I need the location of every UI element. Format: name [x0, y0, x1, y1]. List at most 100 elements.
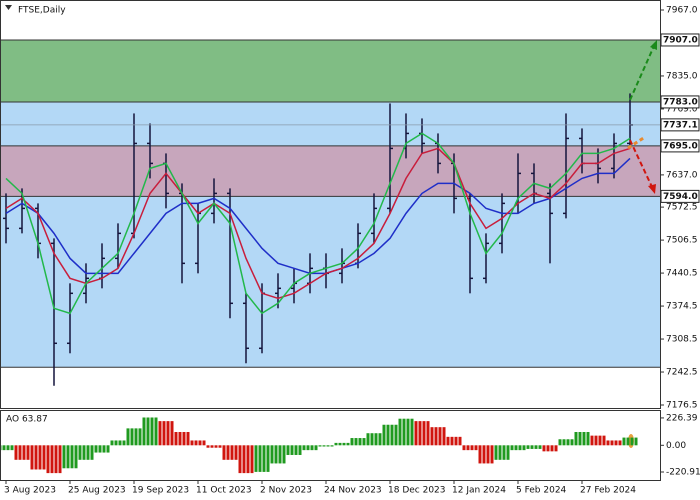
ao-bar-part: [30, 445, 34, 470]
ao-bar-part: [538, 445, 542, 449]
ao-bar-part: [290, 445, 294, 455]
ao-bar: [574, 432, 590, 446]
ao-bar-part: [370, 433, 374, 446]
ao-bar-part: [522, 445, 526, 451]
ao-bar-part: [98, 445, 102, 453]
ao-bar: [270, 445, 286, 464]
ao-bar: [14, 445, 30, 460]
ao-bar-part: [250, 445, 254, 474]
arrow-head: [650, 40, 657, 50]
ao-bar: [382, 424, 398, 446]
ao-bar-part: [454, 436, 458, 446]
ao-bar-part: [74, 445, 78, 469]
y-tick-label: 7506.5: [666, 236, 698, 246]
ao-bar-part: [190, 440, 194, 446]
ao-bar: [94, 445, 110, 453]
ao-bar-part: [554, 445, 558, 452]
x-tick-label: 18 Dec 2023: [388, 486, 446, 496]
x-tick-label: 24 Nov 2023: [324, 486, 382, 496]
zone: [1, 101, 660, 368]
ao-bar-part: [158, 421, 162, 446]
ao-bar: [222, 445, 238, 460]
ao-bar-part: [122, 440, 126, 446]
ao-bar-part: [78, 445, 82, 460]
ao-bar-part: [354, 438, 358, 446]
ao-bar-part: [178, 432, 182, 446]
ao-bar-part: [54, 445, 58, 474]
x-tick-label: 2 Nov 2023: [260, 486, 312, 496]
ao-bar: [78, 445, 94, 460]
ao-bar-part: [598, 435, 602, 446]
ao-bar-part: [574, 432, 578, 446]
level-label: 7737.1: [663, 120, 698, 130]
ao-bar-part: [22, 445, 26, 460]
ao-bar: [190, 440, 206, 446]
y-tick-label: 7176.5: [666, 401, 698, 411]
ao-bar-part: [550, 445, 554, 452]
ao-bar-part: [246, 445, 250, 474]
ao-bar-part: [330, 445, 334, 447]
ao-bar-part: [318, 445, 322, 447]
ao-bar-part: [274, 445, 278, 464]
ao-bar-part: [526, 445, 530, 449]
ao-bar: [46, 445, 62, 474]
y-tick-label: 7572.5: [666, 203, 698, 213]
title-icon: [5, 5, 12, 10]
ao-bar-part: [206, 445, 210, 448]
chart-title: FTSE,Daily: [18, 6, 66, 16]
level-label: 7594.0: [663, 192, 698, 202]
ao-bar: [526, 445, 542, 449]
y-tick-label: 7967.0: [666, 5, 698, 15]
ao-bar-part: [442, 427, 446, 446]
x-tick-label: 3 Aug 2023: [4, 486, 56, 496]
ao-bar-part: [570, 439, 574, 446]
ao-bar-part: [278, 445, 282, 464]
ao-bar-part: [58, 445, 62, 474]
forecast-down-arrow: [629, 139, 653, 188]
ao-bar-part: [406, 418, 410, 446]
ao-bar-part: [602, 435, 606, 446]
ao-bar-part: [386, 424, 390, 446]
ao-bar-part: [594, 435, 598, 446]
ao-bar-part: [182, 432, 186, 446]
ao-bar-part: [314, 445, 318, 451]
ao-bar-part: [566, 439, 570, 446]
ao-bar-part: [618, 440, 622, 446]
ao-bar-part: [562, 439, 566, 446]
ao-bar-part: [430, 427, 434, 446]
ao-bar-part: [70, 445, 74, 469]
ao-bar-part: [114, 440, 118, 446]
ao-bar-part: [118, 440, 122, 446]
forecast-up-arrow: [629, 45, 655, 101]
ao-bar-part: [346, 442, 350, 446]
ao-bar-part: [542, 445, 546, 452]
ao-bar-part: [438, 427, 442, 446]
ao-bar-part: [366, 433, 370, 446]
ao-bar-part: [94, 445, 98, 453]
ao-bar: [350, 438, 366, 446]
ao-bar-part: [34, 445, 38, 470]
ao-bar-part: [410, 418, 414, 446]
ao-bar: [622, 437, 638, 446]
ao-bar-part: [394, 424, 398, 446]
ao-bar-part: [166, 421, 170, 446]
ao-bar: [462, 445, 478, 451]
ao-bar-part: [198, 440, 202, 446]
ao-bar-part: [586, 432, 590, 446]
x-tick-label: 11 Oct 2023: [196, 486, 252, 496]
ao-bar-part: [450, 436, 454, 446]
ao-bar-part: [82, 445, 86, 460]
ao-bar-part: [518, 445, 522, 451]
ao-bar-part: [510, 445, 514, 451]
ao-bar: [478, 445, 494, 464]
ao-bar-part: [286, 445, 290, 455]
ao-bar: [286, 445, 302, 455]
ao-bar-part: [10, 445, 14, 451]
y-tick-label: 0.00: [666, 441, 686, 451]
x-tick-label: 25 Aug 2023: [68, 486, 126, 496]
ao-bar-part: [494, 445, 498, 460]
ao-bar-part: [170, 421, 174, 446]
ao-bar-part: [2, 445, 6, 451]
ao-bar-part: [378, 433, 382, 446]
